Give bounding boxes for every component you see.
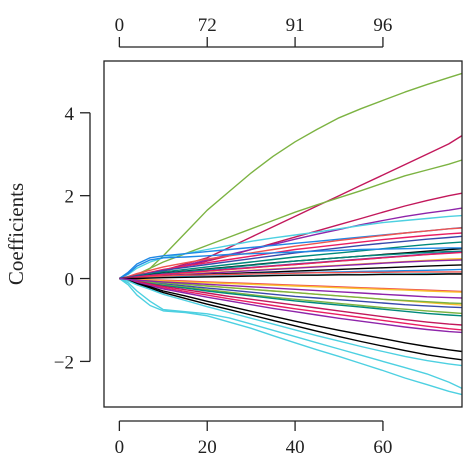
series-line-38	[119, 251, 463, 280]
series-line-29	[119, 277, 463, 367]
series-line-28	[119, 277, 463, 361]
top-tick-label: 0	[115, 15, 125, 36]
bottom-tick-label: 20	[198, 437, 217, 458]
series-line-24	[119, 277, 463, 326]
series-line-10	[119, 235, 463, 280]
series-line-8	[119, 227, 463, 280]
top-axis: 0 72 91 96	[115, 15, 392, 48]
series-line-30	[119, 277, 463, 390]
left-tick-label: 4	[65, 104, 75, 125]
series-line-26	[119, 277, 463, 334]
series-line-3	[119, 159, 463, 280]
series-line-32	[119, 247, 462, 280]
top-tick-label: 91	[286, 15, 305, 36]
series-line-31	[118, 277, 463, 396]
series-line-40	[119, 277, 463, 299]
bottom-tick-label: 0	[115, 437, 125, 458]
bottom-axis: 0 20 40 60	[115, 420, 392, 458]
y-axis-title: Coefficients	[4, 183, 28, 285]
left-tick-label: 0	[65, 270, 75, 291]
series-line-1	[119, 72, 463, 280]
series-layer	[118, 72, 463, 396]
bottom-tick-label: 40	[286, 437, 305, 458]
series-line-39	[119, 273, 462, 280]
series-line-6	[119, 214, 463, 280]
series-line-27	[119, 277, 463, 353]
series-line-35	[119, 277, 463, 293]
series-line-11	[119, 241, 463, 280]
left-tick-label: −2	[54, 352, 74, 373]
left-tick-label: 2	[65, 187, 75, 208]
bottom-tick-label: 60	[373, 437, 392, 458]
series-line-22	[119, 277, 463, 315]
series-line-33	[119, 271, 462, 280]
top-tick-label: 96	[373, 15, 392, 36]
plot-frame	[103, 60, 463, 408]
top-tick-label: 72	[198, 15, 217, 36]
left-axis: −2 0 2 4	[54, 104, 91, 373]
series-line-25	[119, 277, 463, 331]
